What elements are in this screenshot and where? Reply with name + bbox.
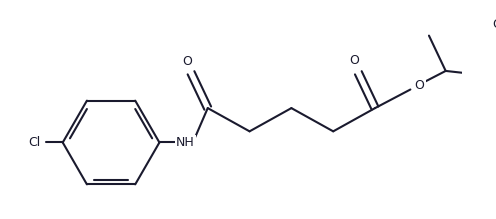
Text: O: O xyxy=(492,18,496,31)
Text: Cl: Cl xyxy=(29,136,41,149)
Text: NH: NH xyxy=(176,136,195,149)
Text: O: O xyxy=(350,54,360,67)
Text: O: O xyxy=(415,79,425,92)
Text: O: O xyxy=(183,55,192,68)
